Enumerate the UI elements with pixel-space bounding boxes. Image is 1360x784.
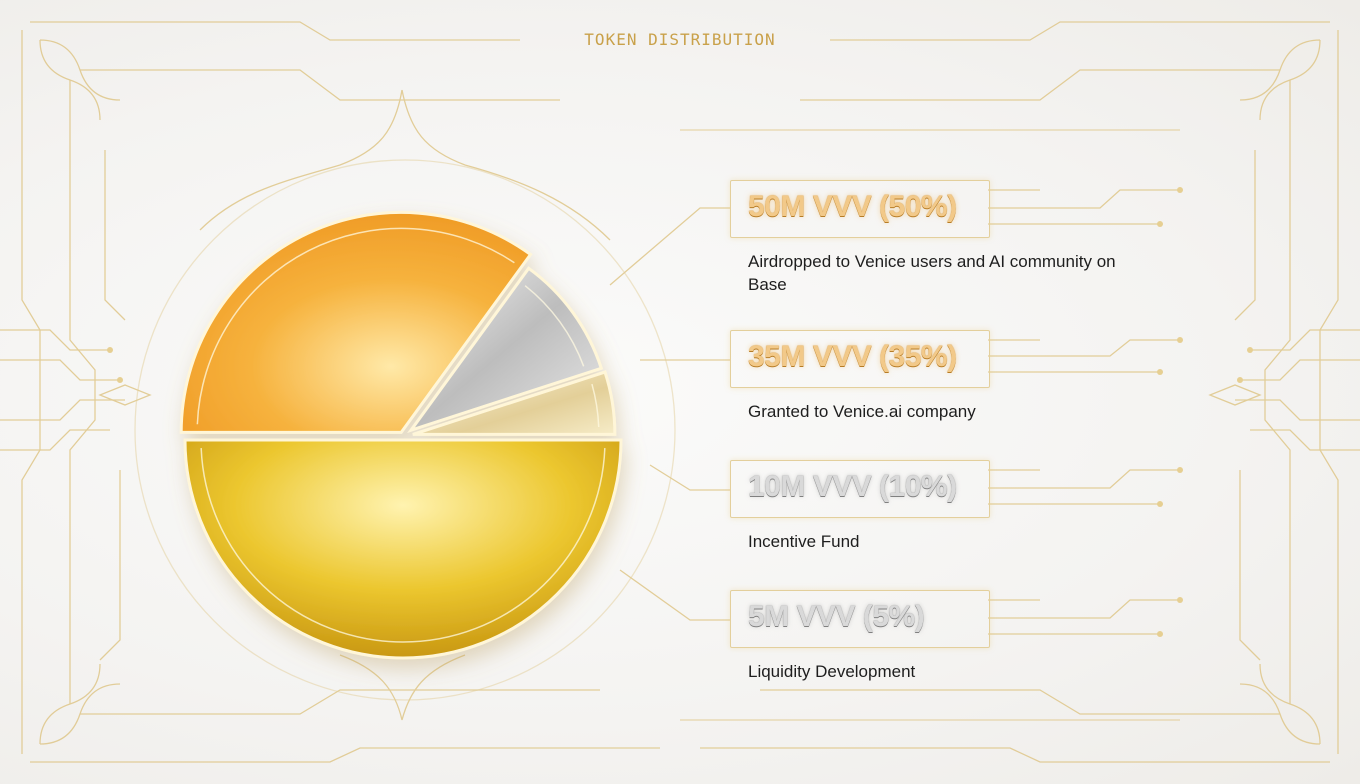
legend-frame: [730, 330, 990, 388]
chart-title: TOKEN DISTRIBUTION: [584, 30, 776, 49]
legend-frame: [730, 180, 990, 238]
legend-description: Airdropped to Venice users and AI commun…: [748, 252, 1116, 294]
pie-slice-company: [179, 210, 533, 434]
legend-frame: [730, 590, 990, 648]
legend-description: Incentive Fund: [748, 532, 860, 551]
pie-slice-airdrop-bevel: [200, 448, 606, 643]
pie-slice-liquidity-bevel: [591, 383, 600, 428]
legend-value: 50M VVV (50%): [748, 190, 957, 223]
pie-slice-incentive: [407, 266, 604, 433]
legend-description: Granted to Venice.ai company: [748, 402, 976, 421]
legend-frame: [730, 460, 990, 518]
pie-slice-airdrop: [183, 438, 623, 660]
pie-slice-liquidity: [412, 370, 617, 436]
legend-value: 35M VVV (35%): [748, 340, 957, 373]
legend-value: 5M VVV (5%): [748, 600, 925, 633]
legend-value: 10M VVV (10%): [748, 470, 957, 503]
pie-slice-company-bevel: [196, 227, 515, 425]
pie-slice-incentive-bevel: [524, 285, 585, 367]
legend-description: Liquidity Development: [748, 662, 916, 681]
